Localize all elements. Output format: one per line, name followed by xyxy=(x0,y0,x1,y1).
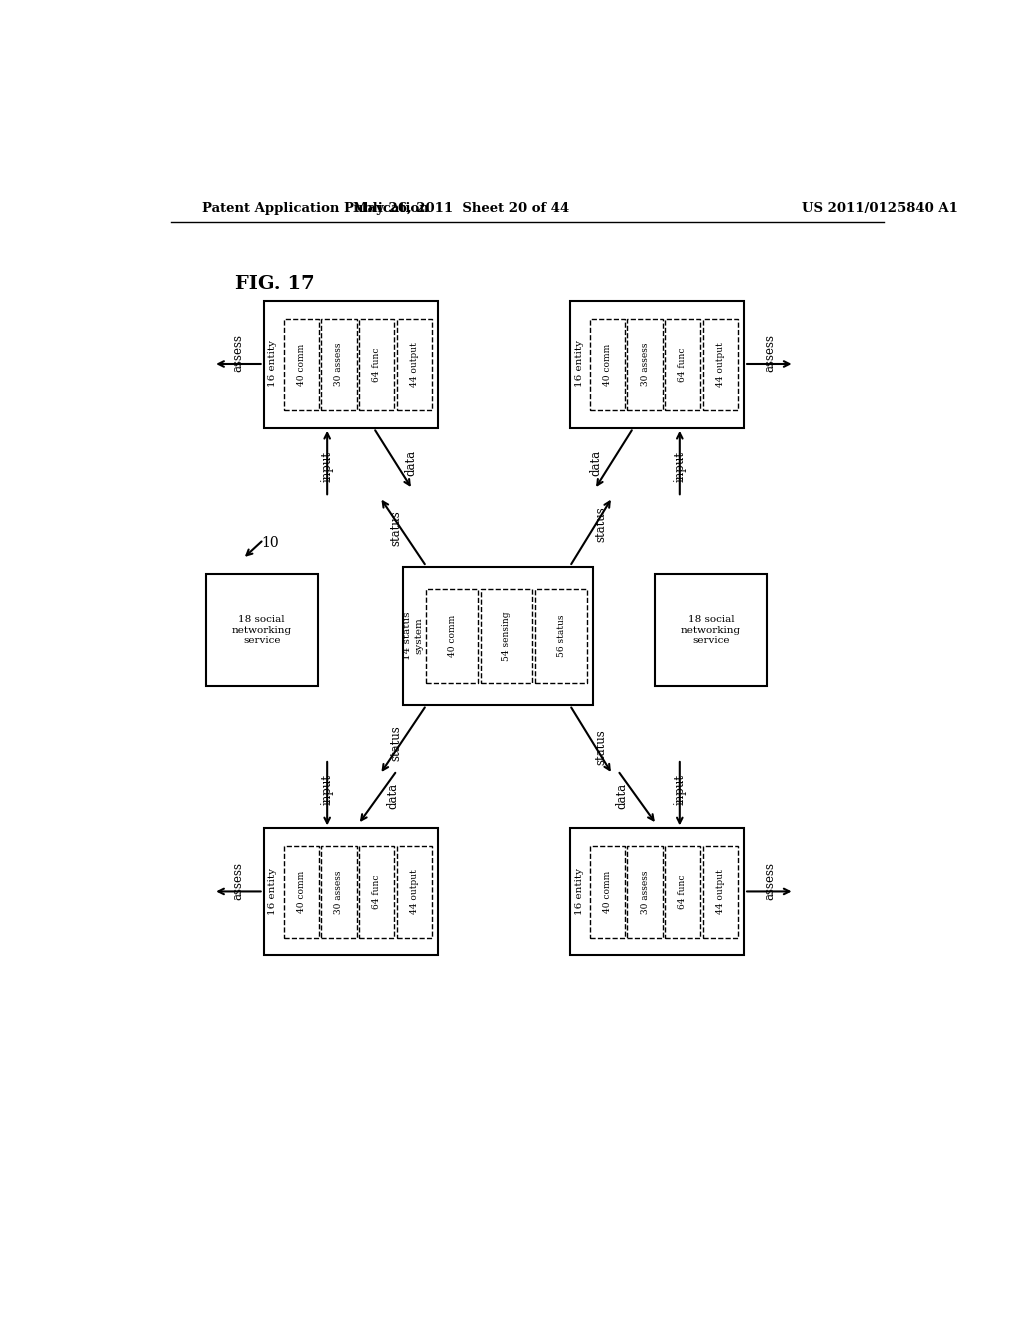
Bar xyxy=(403,566,593,705)
Text: data: data xyxy=(615,783,628,809)
Text: status: status xyxy=(594,730,607,766)
Text: 40 comm: 40 comm xyxy=(603,343,612,385)
Text: 30 assess: 30 assess xyxy=(641,343,649,387)
Text: 40 comm: 40 comm xyxy=(447,615,457,657)
Text: 16 entity: 16 entity xyxy=(574,869,584,915)
Text: assess: assess xyxy=(231,334,245,372)
Text: 10: 10 xyxy=(261,536,279,550)
Bar xyxy=(569,829,744,956)
Text: 30 assess: 30 assess xyxy=(335,870,343,913)
Text: May 26, 2011  Sheet 20 of 44: May 26, 2011 Sheet 20 of 44 xyxy=(353,202,569,215)
Bar xyxy=(590,318,626,411)
Text: assess: assess xyxy=(763,862,776,900)
Bar xyxy=(590,846,626,937)
Text: 64 func: 64 func xyxy=(372,875,381,909)
Bar xyxy=(263,829,438,956)
Bar xyxy=(359,318,394,411)
Bar xyxy=(628,318,663,411)
Bar xyxy=(426,589,478,682)
Text: 64 func: 64 func xyxy=(678,347,687,381)
Bar xyxy=(665,846,700,937)
Bar xyxy=(569,301,744,428)
Text: input: input xyxy=(321,775,334,805)
Text: 44 output: 44 output xyxy=(716,870,725,915)
Bar xyxy=(206,574,317,686)
Text: input: input xyxy=(321,451,334,482)
Text: 40 comm: 40 comm xyxy=(297,343,306,385)
Text: US 2011/0125840 A1: US 2011/0125840 A1 xyxy=(802,202,958,215)
Bar xyxy=(322,318,356,411)
Bar xyxy=(655,574,767,686)
Bar xyxy=(396,846,432,937)
Text: 30 assess: 30 assess xyxy=(641,870,649,913)
Text: 16 entity: 16 entity xyxy=(268,341,278,388)
Bar xyxy=(322,846,356,937)
Text: status: status xyxy=(389,726,401,762)
Bar xyxy=(396,318,432,411)
Bar xyxy=(536,589,587,682)
Text: 54 sensing: 54 sensing xyxy=(502,611,511,660)
Bar xyxy=(665,318,700,411)
Bar xyxy=(284,318,319,411)
Text: input: input xyxy=(674,451,686,482)
Text: 44 output: 44 output xyxy=(410,342,419,387)
Text: 40 comm: 40 comm xyxy=(603,871,612,913)
Text: 44 output: 44 output xyxy=(410,870,419,915)
Text: 64 func: 64 func xyxy=(372,347,381,381)
Bar xyxy=(359,846,394,937)
Text: 16 entity: 16 entity xyxy=(268,869,278,915)
Text: status: status xyxy=(594,507,607,543)
Text: Patent Application Publication: Patent Application Publication xyxy=(202,202,428,215)
Text: 64 func: 64 func xyxy=(678,875,687,909)
Text: assess: assess xyxy=(231,862,245,900)
Bar xyxy=(628,846,663,937)
Text: data: data xyxy=(404,450,418,475)
Text: 14 status
system: 14 status system xyxy=(403,611,423,660)
Bar xyxy=(284,846,319,937)
Bar xyxy=(481,589,532,682)
Text: input: input xyxy=(674,775,686,805)
Text: 18 social
networking
service: 18 social networking service xyxy=(681,615,741,645)
Text: 56 status: 56 status xyxy=(557,615,565,657)
Bar xyxy=(263,301,438,428)
Text: FIG. 17: FIG. 17 xyxy=(234,275,314,293)
Text: 18 social
networking
service: 18 social networking service xyxy=(231,615,292,645)
Text: data: data xyxy=(386,783,399,809)
Text: data: data xyxy=(590,450,602,475)
Bar xyxy=(702,318,738,411)
Text: 40 comm: 40 comm xyxy=(297,871,306,913)
Text: 44 output: 44 output xyxy=(716,342,725,387)
Bar xyxy=(702,846,738,937)
Text: 30 assess: 30 assess xyxy=(335,343,343,387)
Text: assess: assess xyxy=(763,334,776,372)
Text: status: status xyxy=(389,510,401,546)
Text: 16 entity: 16 entity xyxy=(574,341,584,388)
